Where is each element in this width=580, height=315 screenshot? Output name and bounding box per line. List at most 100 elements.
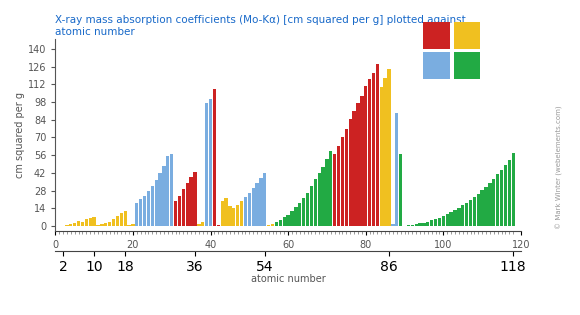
- Bar: [349, 119, 352, 226]
- Bar: [512, 153, 515, 226]
- Bar: [423, 52, 450, 79]
- Bar: [229, 206, 231, 226]
- Bar: [426, 221, 429, 226]
- Bar: [407, 225, 410, 226]
- Bar: [387, 69, 391, 226]
- Bar: [66, 225, 68, 226]
- Bar: [438, 218, 441, 226]
- X-axis label: atomic number: atomic number: [251, 274, 325, 284]
- Bar: [314, 179, 317, 226]
- Bar: [310, 186, 313, 226]
- Bar: [306, 193, 309, 226]
- Bar: [325, 159, 329, 226]
- Bar: [119, 213, 123, 226]
- Y-axis label: cm squared per g: cm squared per g: [15, 92, 25, 178]
- Bar: [279, 220, 282, 226]
- Bar: [170, 154, 173, 226]
- Bar: [178, 196, 181, 226]
- Bar: [423, 22, 450, 49]
- Bar: [488, 183, 492, 226]
- Bar: [69, 224, 72, 226]
- Bar: [139, 199, 142, 226]
- Bar: [353, 111, 356, 226]
- Bar: [124, 211, 127, 226]
- Bar: [271, 224, 274, 226]
- Bar: [162, 166, 166, 226]
- Bar: [287, 215, 290, 226]
- Bar: [418, 223, 422, 226]
- Bar: [454, 52, 480, 79]
- Bar: [461, 205, 465, 226]
- Bar: [282, 217, 286, 226]
- Bar: [92, 217, 96, 226]
- Bar: [73, 223, 77, 226]
- Text: X-ray mass absorption coefficients (Mo-Kα) [cm squared per g] plotted against
at: X-ray mass absorption coefficients (Mo-K…: [55, 15, 466, 37]
- Bar: [85, 220, 88, 226]
- Bar: [508, 160, 511, 226]
- Bar: [477, 194, 480, 226]
- Bar: [298, 203, 302, 226]
- Bar: [147, 191, 150, 226]
- Bar: [240, 201, 243, 226]
- Bar: [321, 167, 325, 226]
- Bar: [422, 223, 426, 226]
- Bar: [236, 204, 240, 226]
- Bar: [209, 100, 212, 226]
- Bar: [259, 178, 263, 226]
- Bar: [302, 198, 305, 226]
- Bar: [220, 201, 224, 226]
- Bar: [411, 225, 414, 226]
- Bar: [372, 73, 375, 226]
- Bar: [197, 224, 201, 226]
- Bar: [465, 203, 468, 226]
- Bar: [454, 210, 456, 226]
- Bar: [166, 157, 169, 226]
- Bar: [480, 190, 484, 226]
- Bar: [182, 189, 185, 226]
- Bar: [329, 152, 332, 226]
- Bar: [143, 196, 146, 226]
- Bar: [345, 129, 348, 226]
- Bar: [244, 197, 247, 226]
- Bar: [217, 225, 220, 226]
- Bar: [263, 173, 266, 226]
- Text: © Mark Winter (webelements.com): © Mark Winter (webelements.com): [556, 105, 563, 229]
- Bar: [473, 197, 476, 226]
- Bar: [213, 89, 216, 226]
- Bar: [252, 188, 255, 226]
- Bar: [116, 216, 119, 226]
- Bar: [81, 222, 84, 226]
- Bar: [496, 174, 499, 226]
- Bar: [430, 220, 433, 226]
- Bar: [445, 214, 449, 226]
- Bar: [450, 212, 453, 226]
- Bar: [379, 87, 383, 226]
- Bar: [395, 113, 398, 226]
- Bar: [492, 179, 495, 226]
- Bar: [434, 219, 437, 226]
- Bar: [232, 208, 235, 226]
- Bar: [224, 198, 228, 226]
- Bar: [317, 173, 321, 226]
- Bar: [108, 222, 111, 226]
- Bar: [360, 96, 364, 226]
- Bar: [158, 173, 162, 226]
- Bar: [376, 64, 379, 226]
- Bar: [341, 137, 344, 226]
- Bar: [383, 78, 387, 226]
- Bar: [205, 103, 208, 226]
- Bar: [201, 222, 204, 226]
- Bar: [193, 172, 197, 226]
- Bar: [368, 79, 371, 226]
- Bar: [392, 224, 394, 226]
- Bar: [89, 218, 92, 226]
- Bar: [504, 165, 507, 226]
- Bar: [174, 201, 177, 226]
- Bar: [364, 86, 367, 226]
- Bar: [484, 187, 488, 226]
- Bar: [399, 154, 403, 226]
- Bar: [112, 219, 115, 226]
- Bar: [131, 224, 135, 226]
- Bar: [415, 224, 418, 226]
- Bar: [135, 203, 139, 226]
